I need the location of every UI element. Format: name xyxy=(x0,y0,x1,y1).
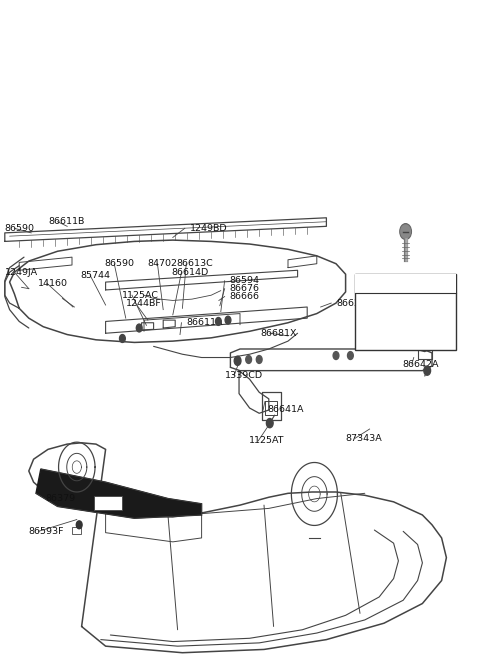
Text: 86590: 86590 xyxy=(5,224,35,233)
Text: 87343A: 87343A xyxy=(346,434,383,443)
Bar xyxy=(72,527,81,534)
Text: 1244BF: 1244BF xyxy=(126,298,161,308)
Text: 14160: 14160 xyxy=(37,279,67,288)
Text: 86681C: 86681C xyxy=(389,322,425,331)
Text: 86666: 86666 xyxy=(229,292,259,301)
Text: 1125AC: 1125AC xyxy=(122,291,159,300)
Circle shape xyxy=(424,366,431,375)
Text: 86642A: 86642A xyxy=(402,359,439,369)
Circle shape xyxy=(136,324,142,332)
Text: 86379: 86379 xyxy=(46,494,76,503)
Text: 86620: 86620 xyxy=(336,298,366,308)
Polygon shape xyxy=(36,469,202,518)
Circle shape xyxy=(246,356,252,363)
Circle shape xyxy=(401,225,410,238)
Text: 1249JA: 1249JA xyxy=(5,268,38,277)
Circle shape xyxy=(333,352,339,359)
Text: 1125AD: 1125AD xyxy=(386,278,425,289)
Text: 86613C: 86613C xyxy=(177,259,214,268)
Text: 84702: 84702 xyxy=(148,259,178,268)
Circle shape xyxy=(266,419,273,428)
Text: 1339CD: 1339CD xyxy=(225,371,263,380)
Circle shape xyxy=(120,335,125,342)
Text: 86590: 86590 xyxy=(105,259,134,268)
Text: 1125AT: 1125AT xyxy=(249,436,284,445)
Circle shape xyxy=(76,521,82,529)
Text: 1249BD: 1249BD xyxy=(190,224,227,233)
Text: 86641A: 86641A xyxy=(268,405,304,415)
Circle shape xyxy=(256,356,262,363)
Bar xyxy=(355,274,456,350)
Text: 86681X: 86681X xyxy=(260,329,297,338)
Text: 86611B: 86611B xyxy=(48,217,84,226)
Circle shape xyxy=(234,356,241,365)
Circle shape xyxy=(400,224,411,239)
Circle shape xyxy=(216,318,221,325)
Circle shape xyxy=(348,352,353,359)
Text: 86614D: 86614D xyxy=(172,268,209,277)
Text: 86593F: 86593F xyxy=(29,527,64,536)
Text: 86611A: 86611A xyxy=(186,318,223,327)
Bar xyxy=(94,496,122,510)
Text: 86676: 86676 xyxy=(229,284,259,293)
Text: 86594: 86594 xyxy=(229,276,259,285)
Circle shape xyxy=(225,316,231,324)
Text: 85744: 85744 xyxy=(81,271,110,280)
Bar xyxy=(355,274,456,293)
